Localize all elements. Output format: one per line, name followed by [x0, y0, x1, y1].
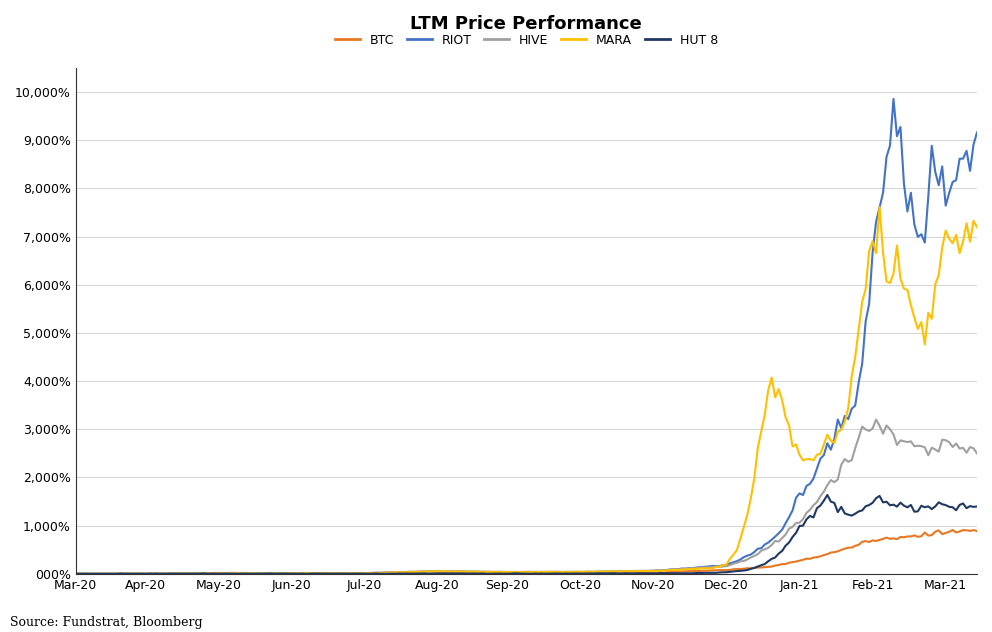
RIOT	[932, 181, 944, 189]
RIOT	[445, 568, 457, 575]
RIOT	[888, 95, 900, 103]
MARA	[971, 224, 983, 231]
MARA	[178, 570, 189, 578]
MARA	[797, 457, 808, 465]
RIOT	[198, 569, 210, 577]
RIOT	[178, 569, 189, 577]
RIOT	[449, 568, 461, 575]
Line: RIOT: RIOT	[75, 99, 977, 574]
BTC	[449, 569, 461, 577]
BTC	[946, 526, 958, 534]
BTC	[801, 555, 812, 562]
HUT 8	[69, 570, 81, 578]
MARA	[198, 569, 210, 577]
HUT 8	[821, 491, 833, 499]
HIVE	[932, 448, 944, 456]
HIVE	[69, 570, 81, 578]
HIVE	[870, 416, 882, 423]
MARA	[449, 568, 461, 575]
Text: Source: Fundstrat, Bloomberg: Source: Fundstrat, Bloomberg	[10, 616, 202, 629]
HUT 8	[449, 569, 461, 577]
MARA	[932, 271, 944, 279]
Line: HIVE: HIVE	[75, 420, 977, 574]
BTC	[202, 570, 214, 578]
Line: HUT 8: HUT 8	[75, 495, 977, 574]
HIVE	[449, 568, 461, 575]
HUT 8	[198, 569, 210, 577]
Line: BTC: BTC	[75, 530, 977, 574]
MARA	[445, 568, 457, 576]
RIOT	[797, 491, 808, 499]
MARA	[69, 570, 81, 578]
HUT 8	[932, 499, 944, 506]
HUT 8	[445, 569, 457, 577]
Line: MARA: MARA	[75, 207, 977, 574]
HUT 8	[797, 522, 808, 530]
Legend: BTC, RIOT, HIVE, MARA, HUT 8: BTC, RIOT, HIVE, MARA, HUT 8	[330, 28, 723, 52]
MARA	[874, 203, 886, 210]
HIVE	[971, 450, 983, 458]
HIVE	[445, 568, 457, 575]
RIOT	[69, 570, 81, 578]
HIVE	[797, 515, 808, 523]
HIVE	[178, 569, 189, 577]
BTC	[971, 527, 983, 535]
HUT 8	[178, 570, 189, 578]
BTC	[182, 570, 193, 578]
BTC	[73, 570, 85, 578]
BTC	[932, 526, 944, 534]
HUT 8	[971, 502, 983, 510]
RIOT	[971, 129, 983, 137]
Title: LTM Price Performance: LTM Price Performance	[411, 15, 642, 33]
BTC	[69, 570, 81, 578]
BTC	[452, 569, 464, 577]
HIVE	[198, 569, 210, 577]
